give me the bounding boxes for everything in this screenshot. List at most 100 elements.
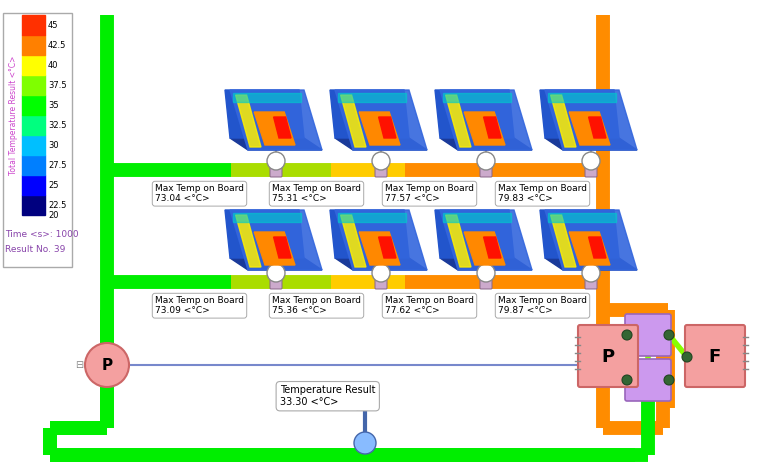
- Text: Max Temp on Board
77.57 <°C>: Max Temp on Board 77.57 <°C>: [385, 184, 474, 203]
- Polygon shape: [233, 93, 301, 102]
- FancyBboxPatch shape: [625, 314, 671, 356]
- Polygon shape: [440, 90, 532, 150]
- Circle shape: [354, 432, 376, 454]
- Bar: [22, 95, 45, 115]
- Polygon shape: [338, 213, 406, 222]
- Polygon shape: [445, 95, 471, 147]
- Polygon shape: [569, 112, 610, 145]
- Polygon shape: [379, 117, 396, 138]
- Text: Max Temp on Board
73.04 <°C>: Max Temp on Board 73.04 <°C>: [155, 184, 244, 203]
- Text: 35: 35: [48, 100, 58, 109]
- Text: 30: 30: [48, 140, 58, 149]
- Text: Total Temperature Result <°C>: Total Temperature Result <°C>: [9, 55, 18, 175]
- Polygon shape: [484, 237, 501, 258]
- Polygon shape: [551, 95, 576, 147]
- Polygon shape: [548, 93, 616, 102]
- Circle shape: [582, 264, 600, 282]
- Polygon shape: [569, 232, 610, 265]
- Polygon shape: [540, 90, 619, 138]
- Polygon shape: [540, 210, 619, 258]
- Bar: [22, 195, 45, 215]
- Polygon shape: [464, 232, 505, 265]
- Text: Max Temp on Board
73.09 <°C>: Max Temp on Board 73.09 <°C>: [155, 296, 244, 316]
- FancyBboxPatch shape: [685, 325, 745, 387]
- Circle shape: [682, 352, 692, 362]
- Text: P: P: [101, 357, 113, 373]
- Text: Time <s>: 1000: Time <s>: 1000: [5, 230, 78, 239]
- Polygon shape: [440, 138, 532, 150]
- Polygon shape: [230, 90, 322, 150]
- Circle shape: [664, 375, 674, 385]
- Circle shape: [372, 152, 390, 170]
- Polygon shape: [443, 93, 511, 102]
- Polygon shape: [379, 237, 396, 258]
- Polygon shape: [548, 213, 616, 222]
- Polygon shape: [273, 237, 291, 258]
- Polygon shape: [359, 232, 400, 265]
- Polygon shape: [335, 90, 427, 150]
- FancyBboxPatch shape: [270, 275, 282, 289]
- Polygon shape: [443, 213, 511, 222]
- Polygon shape: [335, 138, 427, 150]
- FancyBboxPatch shape: [270, 163, 282, 177]
- Polygon shape: [545, 138, 637, 150]
- Text: 22.5: 22.5: [48, 201, 66, 210]
- Circle shape: [477, 264, 495, 282]
- Polygon shape: [359, 112, 400, 145]
- Text: 40: 40: [48, 60, 58, 70]
- Polygon shape: [230, 258, 322, 270]
- Polygon shape: [330, 210, 409, 258]
- FancyBboxPatch shape: [375, 275, 387, 289]
- Polygon shape: [236, 95, 261, 147]
- Polygon shape: [254, 232, 295, 265]
- FancyBboxPatch shape: [480, 275, 492, 289]
- Bar: [22, 75, 45, 95]
- Circle shape: [267, 264, 285, 282]
- Polygon shape: [340, 215, 366, 267]
- Polygon shape: [588, 117, 606, 138]
- Circle shape: [85, 343, 129, 387]
- Polygon shape: [340, 95, 366, 147]
- Polygon shape: [435, 210, 514, 258]
- Polygon shape: [440, 210, 532, 270]
- Bar: [22, 135, 45, 155]
- Text: Max Temp on Board
77.62 <°C>: Max Temp on Board 77.62 <°C>: [385, 296, 474, 316]
- Bar: [22, 175, 45, 195]
- Polygon shape: [273, 117, 291, 138]
- Polygon shape: [445, 215, 471, 267]
- Bar: [22, 35, 45, 55]
- Polygon shape: [225, 90, 304, 138]
- FancyBboxPatch shape: [3, 13, 72, 267]
- Text: 27.5: 27.5: [48, 161, 67, 170]
- Polygon shape: [551, 215, 576, 267]
- Circle shape: [582, 152, 600, 170]
- Polygon shape: [338, 93, 406, 102]
- Polygon shape: [330, 90, 409, 138]
- Text: 25: 25: [48, 180, 58, 189]
- Polygon shape: [464, 112, 505, 145]
- Bar: [22, 15, 45, 35]
- FancyBboxPatch shape: [585, 275, 597, 289]
- Polygon shape: [484, 117, 501, 138]
- Text: Max Temp on Board
79.87 <°C>: Max Temp on Board 79.87 <°C>: [498, 296, 587, 316]
- Circle shape: [372, 264, 390, 282]
- Polygon shape: [225, 210, 304, 258]
- Text: 45: 45: [48, 21, 58, 30]
- FancyBboxPatch shape: [625, 359, 671, 401]
- Text: Result No. 39: Result No. 39: [5, 245, 65, 254]
- Text: Max Temp on Board
75.31 <°C>: Max Temp on Board 75.31 <°C>: [272, 184, 361, 203]
- Polygon shape: [236, 215, 261, 267]
- Polygon shape: [588, 237, 606, 258]
- Circle shape: [664, 330, 674, 340]
- FancyBboxPatch shape: [585, 163, 597, 177]
- Text: 32.5: 32.5: [48, 121, 67, 130]
- Text: 42.5: 42.5: [48, 41, 66, 49]
- Bar: [22, 155, 45, 175]
- FancyBboxPatch shape: [375, 163, 387, 177]
- Text: 37.5: 37.5: [48, 81, 67, 89]
- Circle shape: [267, 152, 285, 170]
- Polygon shape: [254, 112, 295, 145]
- FancyBboxPatch shape: [578, 325, 638, 387]
- Text: P: P: [601, 348, 614, 366]
- Text: Temperature Result
33.30 <°C>: Temperature Result 33.30 <°C>: [280, 385, 376, 410]
